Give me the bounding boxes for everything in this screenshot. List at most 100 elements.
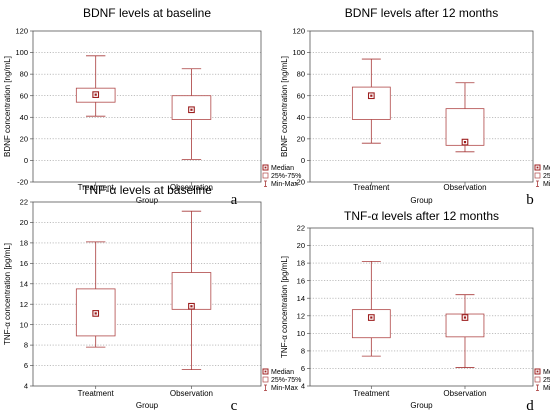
legend-swatch-iqr: [262, 172, 269, 179]
box-treatment: [351, 58, 391, 144]
x-category-label: Observation: [170, 183, 213, 192]
iqr-box: [445, 313, 485, 338]
x-category-label: Treatment: [78, 389, 115, 398]
panel-letter: b: [526, 192, 534, 208]
chart-panel-d: TNF-α levels after 12 months 4 6 8 10 12 14 16 1…: [280, 209, 550, 414]
y-tick-label: 60: [297, 91, 305, 100]
y-tick-label: 12: [20, 300, 28, 309]
legend-label-range: Min-Max: [543, 385, 550, 392]
y-tick-label: 20: [20, 218, 28, 227]
chart-panel-a: BDNF levels at baseline -20 0 20 40 60 80 100 12…: [3, 6, 301, 208]
median-marker-core: [463, 316, 467, 319]
chart-title: TNF-α levels after 12 months: [344, 209, 499, 223]
x-axis-label: Group: [410, 401, 433, 410]
median-marker-core: [370, 94, 373, 97]
y-tick-label: 14: [297, 294, 305, 303]
panel-letter: a: [231, 192, 238, 208]
panel-letter: d: [526, 398, 534, 414]
median-marker-core: [94, 93, 97, 96]
y-tick-label: -20: [294, 178, 305, 187]
box-treatment: [75, 241, 116, 348]
iqr-box: [351, 309, 391, 339]
x-category-label: Treatment: [353, 183, 390, 192]
chart-panel-c: TNF-α levels at baseline 4 6 8 10 12 14 16 18 20 2…: [3, 183, 301, 414]
median-marker-core: [190, 108, 193, 111]
box-treatment: [351, 260, 391, 357]
y-tick-label: 0: [301, 156, 305, 165]
plot-frame: [32, 201, 262, 387]
legend-label-range: Min-Max: [271, 385, 298, 392]
legend-label-median: Median: [271, 369, 294, 376]
y-tick-label: 20: [297, 241, 305, 250]
chart-title: TNF-α levels at baseline: [82, 183, 212, 197]
box-observation: [171, 68, 212, 160]
box-observation: [445, 294, 485, 368]
x-axis-label: Group: [410, 196, 433, 205]
y-tick-label: 40: [297, 113, 305, 122]
x-category-label: Observation: [170, 389, 213, 398]
y-tick-label: 18: [20, 238, 28, 247]
y-tick-label: 120: [15, 27, 28, 36]
y-tick-label: 8: [301, 346, 305, 355]
median-marker-core: [190, 305, 193, 308]
legend-label-median: Median: [271, 165, 294, 172]
x-axis-label: Group: [136, 196, 159, 205]
x-category-label: Observation: [443, 389, 486, 398]
y-tick-label: 6: [301, 364, 305, 373]
y-axis-label: TNF-α concentration [pg/mL]: [3, 243, 12, 345]
y-tick-label: 12: [297, 311, 305, 320]
chart-panel-b: BDNF levels after 12 months -20 0 20 40 60 80 1…: [280, 6, 550, 208]
y-tick-label: 40: [20, 113, 28, 122]
legend-label-median: Median: [543, 369, 550, 376]
legend-swatch-median-core: [264, 370, 267, 373]
median-marker-core: [463, 140, 467, 144]
y-tick-label: 8: [24, 341, 28, 350]
plot-frame: [309, 227, 534, 387]
plot-frame: [32, 30, 262, 183]
y-tick-label: 0: [24, 156, 28, 165]
y-tick-label: 80: [297, 70, 305, 79]
box-observation: [445, 82, 485, 153]
legend-swatch-median-core: [264, 166, 267, 169]
legend-swatch-median-core: [536, 370, 539, 373]
y-tick-label: 4: [301, 382, 305, 391]
box-treatment: [75, 55, 116, 117]
y-tick-label: 6: [24, 361, 28, 370]
y-tick-label: 60: [20, 91, 28, 100]
y-tick-label: 10: [297, 329, 305, 338]
legend-label-iqr: 25%-75%: [543, 173, 550, 180]
median-marker-core: [370, 316, 373, 319]
y-axis-label: TNF-α concentration [pg/mL]: [280, 256, 289, 358]
y-tick-label: 18: [297, 259, 305, 268]
legend-swatch-median-core: [536, 166, 539, 169]
chart-title: BDNF levels after 12 months: [345, 6, 498, 20]
y-tick-label: -20: [17, 178, 28, 187]
x-category-label: Treatment: [353, 389, 390, 398]
legend-label-iqr: 25%-75%: [271, 173, 301, 180]
box-observation: [171, 210, 212, 371]
legend-label-median: Median: [543, 165, 550, 172]
x-category-label: Observation: [443, 183, 486, 192]
y-axis-label: BDNF concentration [ng/mL]: [3, 56, 12, 157]
legend-swatch-iqr: [534, 376, 541, 383]
y-tick-label: 16: [297, 276, 305, 285]
plot-frame: [309, 30, 534, 183]
median-marker-core: [94, 312, 97, 315]
y-tick-label: 20: [20, 134, 28, 143]
legend-swatch-iqr: [534, 172, 541, 179]
x-axis-label: Group: [136, 401, 159, 410]
y-axis-label: BDNF concentration [ng/mL]: [280, 56, 289, 157]
y-tick-label: 4: [24, 382, 28, 391]
legend-label-range: Min-Max: [271, 181, 298, 188]
y-tick-label: 16: [20, 259, 28, 268]
panel-letter: c: [231, 398, 238, 414]
y-tick-label: 80: [20, 70, 28, 79]
y-tick-label: 14: [20, 279, 28, 288]
iqr-box: [351, 86, 391, 120]
legend-label-iqr: 25%-75%: [271, 377, 301, 384]
legend-label-iqr: 25%-75%: [543, 377, 550, 384]
